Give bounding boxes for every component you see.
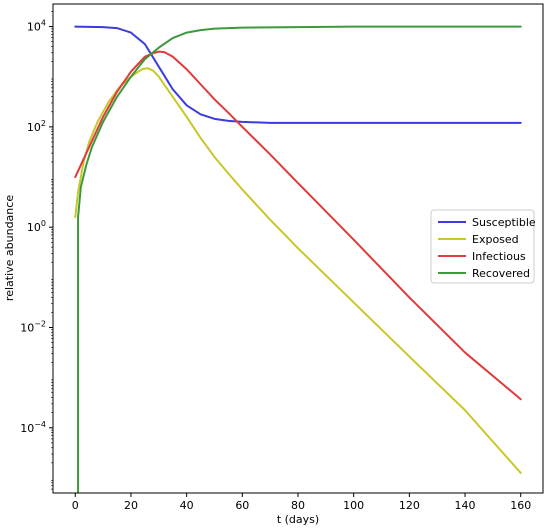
- legend-label-exposed: Exposed: [472, 233, 519, 246]
- x-tick-label: 120: [399, 499, 420, 512]
- y-tick-base: 10: [27, 121, 41, 134]
- x-tick-label: 0: [72, 499, 79, 512]
- y-tick-exponent: 2: [41, 119, 46, 128]
- y-tick-exponent: 4: [41, 19, 46, 28]
- y-tick-base: 10: [20, 422, 34, 435]
- x-tick-label: 80: [291, 499, 305, 512]
- y-axis-label: relative abundance: [3, 195, 16, 301]
- x-tick-label: 40: [180, 499, 194, 512]
- y-tick-base: 10: [27, 21, 41, 34]
- x-axis-ticks: 0 20 40 60 80 100 120 140 160: [72, 493, 531, 512]
- legend: Susceptible Exposed Infectious Recovered: [430, 209, 536, 284]
- series-line-exposed: [74, 67, 522, 474]
- y-tick-exponent: −4: [34, 420, 46, 429]
- y-tick-label: 104: [27, 19, 46, 34]
- series-line-susceptible: [74, 25, 522, 124]
- series-layer: [74, 25, 522, 493]
- legend-box: [430, 209, 535, 284]
- y-tick-label: 10−2: [20, 319, 46, 334]
- x-tick-label: 100: [343, 499, 364, 512]
- y-tick-base: 10: [27, 221, 41, 234]
- x-tick-label: 20: [124, 499, 138, 512]
- y-tick-exponent: −2: [34, 319, 46, 328]
- legend-label-susceptible: Susceptible: [472, 216, 536, 229]
- legend-label-infectious: Infectious: [472, 250, 526, 263]
- y-tick-label: 100: [27, 219, 46, 234]
- x-tick-label: 160: [510, 499, 531, 512]
- series-line-recovered: [77, 25, 522, 493]
- legend-label-recovered: Recovered: [472, 267, 530, 280]
- series-line-infectious: [74, 50, 522, 401]
- x-tick-label: 60: [235, 499, 249, 512]
- x-tick-label: 140: [455, 499, 476, 512]
- y-tick-label: 102: [27, 119, 46, 134]
- x-axis-label: t (days): [277, 513, 319, 526]
- y-tick-label: 10−4: [20, 420, 46, 435]
- y-tick-base: 10: [20, 321, 34, 334]
- y-tick-exponent: 0: [41, 219, 46, 228]
